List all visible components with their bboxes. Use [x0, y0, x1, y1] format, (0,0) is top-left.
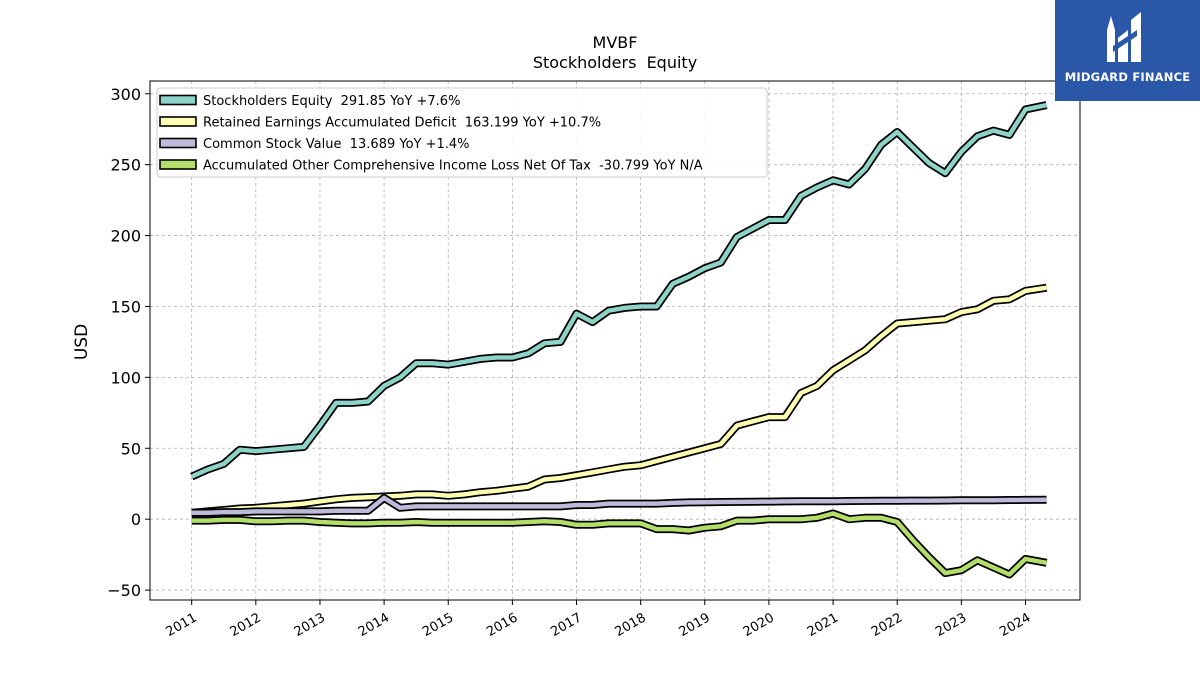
plot-frame: [149, 80, 1081, 601]
y-tick-label: 100: [110, 368, 141, 387]
midgard-logo-icon: [1107, 12, 1141, 62]
y-tick-label: 300: [110, 85, 141, 104]
series-3: [191, 493, 1047, 517]
x-tick-label: 2016: [484, 610, 520, 640]
x-tick-label: 2024: [997, 610, 1033, 640]
y-tick-label: 50: [121, 439, 141, 458]
x-tick-label: 2015: [420, 610, 456, 640]
y-tick-label: 0: [131, 510, 141, 529]
legend-swatch: [159, 94, 197, 106]
legend-swatch: [159, 159, 197, 170]
x-tick-label: 2023: [933, 610, 969, 640]
series-layer: [190, 101, 1048, 579]
legend-label: Accumulated Other Comprehensive Income L…: [203, 159, 703, 174]
legend-swatch: [159, 116, 197, 127]
brand-logo: MIDGARD FINANCE: [1055, 0, 1200, 101]
series-2: [191, 283, 1048, 517]
series-line: [191, 511, 1048, 577]
legend: Stockholders Equity 291.85 YoY +7.6% Reta…: [156, 87, 768, 178]
y-axis: −50 0 50 100 150 200 250 300: [107, 85, 150, 600]
series-line: [191, 495, 1047, 516]
x-axis: 2011 2012 2013 2014 2015 2016 2017 2018 2019 2020…: [164, 600, 1033, 640]
y-axis-label: USD: [72, 324, 92, 360]
legend-label: Stockholders Equity 291.85 YoY +7.6%: [203, 94, 460, 109]
legend-swatch: [159, 137, 197, 149]
y-tick-label: 250: [110, 156, 141, 175]
x-tick-label: 2019: [677, 610, 713, 640]
series-line: [191, 285, 1047, 516]
x-tick-label: 2011: [164, 610, 200, 640]
chart-title: MVBF: [593, 33, 638, 52]
y-tick-label: −50: [107, 581, 141, 600]
x-tick-label: 2022: [869, 610, 905, 640]
y-tick-label: 200: [110, 227, 141, 246]
y-tick-label: 150: [110, 297, 141, 316]
series-1: [190, 101, 1048, 481]
chart-subtitle: Stockholders Equity: [533, 53, 697, 72]
legend-label: Common Stock Value 13.689 YoY +1.4%: [203, 137, 470, 152]
x-tick-label: 2021: [805, 610, 841, 640]
series-line: [190, 102, 1048, 479]
brand-name: MIDGARD FINANCE: [1064, 70, 1191, 84]
series-4: [191, 509, 1048, 579]
x-tick-label: 2012: [228, 610, 264, 640]
x-tick-label: 2020: [741, 610, 777, 640]
legend-label: Retained Earnings Accumulated Deficit 16…: [203, 116, 601, 131]
x-tick-label: 2013: [292, 610, 328, 640]
x-tick-label: 2014: [356, 610, 392, 640]
x-tick-label: 2017: [548, 610, 584, 640]
legend-box: [156, 87, 768, 178]
x-tick-label: 2018: [612, 610, 648, 640]
